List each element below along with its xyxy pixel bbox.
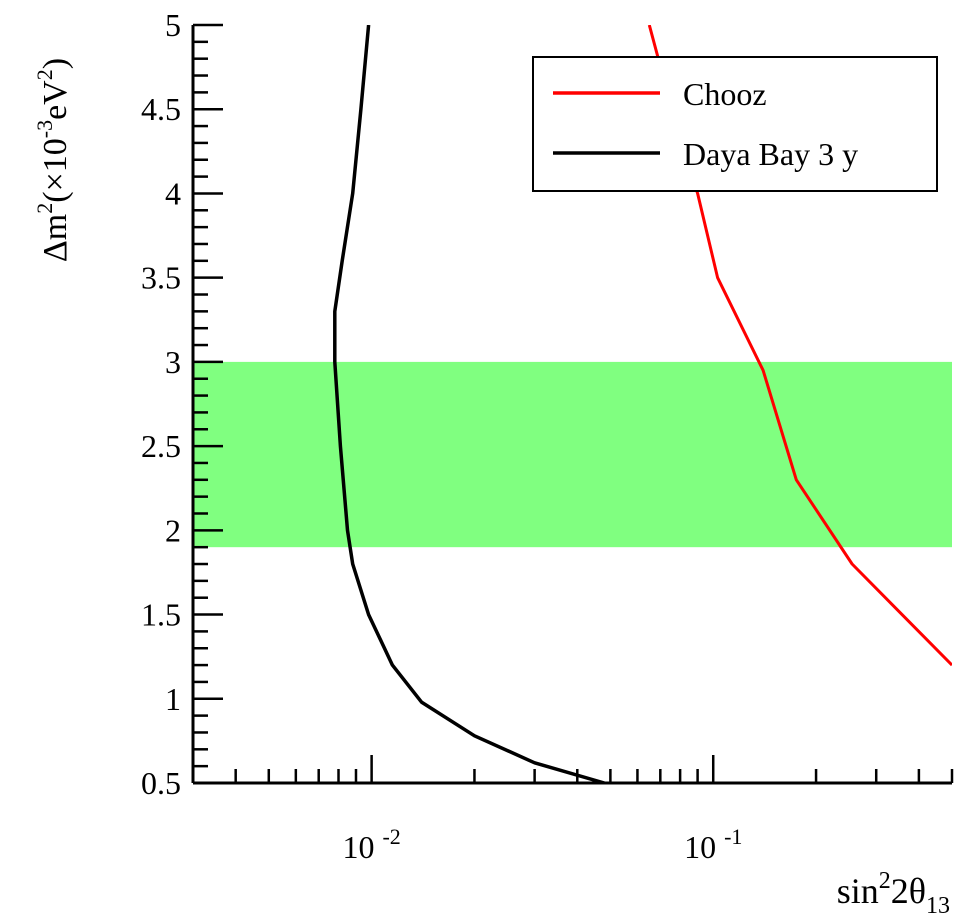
y-tick-label: 3.5 [141,260,181,296]
legend-label-chooz: Chooz [683,76,767,112]
x-tick-label: 10 -1 [684,824,742,865]
y-axis-title-b: (×10 [37,138,74,203]
legend-box [532,56,938,192]
x-axis-title-sup: 2 [879,868,891,894]
y-axis-title-c: eV [37,80,74,120]
y-tick-label: 5 [165,7,181,43]
y-tick-label: 4.5 [141,91,181,127]
y-axis-title-d: ) [37,58,74,69]
x-tick-label-base: 10 [684,829,716,865]
y-tick-label: 1.5 [141,597,181,633]
y-tick-label: 3 [165,344,181,380]
y-axis-title-a: Δm [37,214,74,262]
label-layer: 0.5 1 1.5 2 2.5 3 3.5 4 4.5 5 10 -2 10 -1 [141,7,742,865]
y-tick-label: 0.5 [141,765,181,801]
tick-layer [191,23,954,785]
x-axis-title-mid: 2θ [891,871,926,911]
x-tick-label: 10 -2 [342,824,400,865]
y-tick-label: 2.5 [141,428,181,464]
y-tick-label: 2 [165,512,181,548]
x-axis-title-sub: 13 [926,893,950,919]
x-tick-label-exponent: -2 [382,824,400,849]
x-axis-title-base: sin [837,871,879,911]
legend: Chooz Daya Bay 3 y [532,56,938,192]
x-tick-label-exponent: -1 [724,824,742,849]
y-axis-title-sup1: 2 [32,203,57,214]
band-layer [193,361,952,548]
y-tick-label: 1 [165,681,181,717]
x-axis-title: sin22θ13 [837,868,950,919]
series-line-daya-bay [333,25,605,783]
y-axis-title-sup3: 2 [32,69,57,80]
mass-band [193,361,952,548]
y-tick-label: 4 [165,175,181,211]
y-axis-title: Δm2(×10-3eV2) [32,58,74,262]
y-axis-title-sup2: -3 [32,120,57,138]
legend-label-daya-bay: Daya Bay 3 y [683,136,858,172]
x-tick-label-base: 10 [342,829,374,865]
